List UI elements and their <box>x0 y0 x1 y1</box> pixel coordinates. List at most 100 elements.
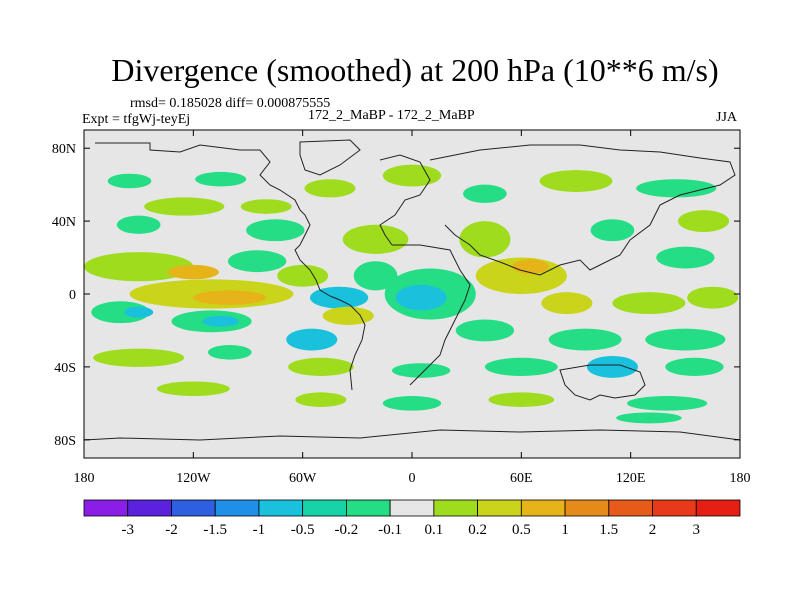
x-tick-label-6: 180 <box>730 471 751 486</box>
contour-region-30 <box>612 292 686 315</box>
contour-region-31 <box>687 286 739 309</box>
contour-region-28 <box>512 259 549 274</box>
colorbar-label-11: 1.5 <box>599 522 618 538</box>
contour-region-41 <box>207 345 252 360</box>
colorbar: -3 -2 -1.5 -1 -0.5 -0.2 -0.1 0.1 0.2 0.5 1 1.5 2 3 <box>83 499 741 538</box>
colorbar-swatch-9 <box>477 499 522 517</box>
contour-region-51 <box>627 396 708 411</box>
colorbar-swatch-14 <box>695 499 741 517</box>
contour-region-5 <box>382 164 442 187</box>
contour-region-12 <box>342 224 409 254</box>
axes: 180 120W 60W 0 60E 120E 180 80N 40N 0 40S 80S <box>52 130 751 486</box>
contour-region-44 <box>484 357 558 376</box>
contour-region-2 <box>144 197 225 216</box>
colorbar-label-4: -0.5 <box>291 522 315 538</box>
x-tick-label-4: 60E <box>510 471 533 486</box>
contour-region-8 <box>636 179 717 198</box>
contour-region-43 <box>391 363 451 378</box>
contour-region-38 <box>548 328 622 351</box>
colorbar-label-6: -0.1 <box>378 522 402 538</box>
contour-region-11 <box>246 219 305 242</box>
contour-region-1 <box>195 171 247 187</box>
chart-title: Divergence (smoothed) at 200 hPa (10**6 … <box>111 52 719 88</box>
contour-region-26 <box>395 284 447 311</box>
coastline-europe <box>379 154 431 246</box>
field-contours <box>84 164 739 424</box>
contour-region-7 <box>539 170 613 192</box>
coastline-africa <box>392 244 471 386</box>
colorbar-swatch-2 <box>171 499 216 517</box>
contour-region-6 <box>463 184 507 203</box>
season-label: JJA <box>716 110 738 125</box>
contour-region-18 <box>227 250 287 273</box>
coastline-australia <box>559 364 646 401</box>
contour-region-45 <box>586 355 638 378</box>
contour-region-47 <box>156 381 230 397</box>
colorbar-label-8: 0.2 <box>468 522 487 538</box>
contour-region-32 <box>91 301 150 324</box>
contour-region-4 <box>304 179 356 198</box>
y-tick-label-0: 80N <box>52 142 76 157</box>
colorbar-swatch-3 <box>214 499 260 517</box>
contour-region-24 <box>322 306 374 325</box>
contour-region-50 <box>488 392 555 407</box>
x-tick-label-1: 120W <box>176 471 211 486</box>
coastline-antarctica <box>84 429 740 441</box>
contour-region-15 <box>656 246 715 269</box>
contour-region-46 <box>665 357 724 376</box>
colorbar-swatch-11 <box>564 499 610 517</box>
y-tick-label-2: 0 <box>69 288 76 303</box>
coastline-south-america <box>329 295 366 391</box>
x-tick-label-3: 0 <box>409 471 416 486</box>
contour-region-10 <box>116 215 161 234</box>
contour-region-17 <box>167 264 219 280</box>
y-tick-label-4: 80S <box>54 434 76 449</box>
contour-region-49 <box>382 396 442 411</box>
colorbar-swatch-5 <box>302 499 347 517</box>
contour-region-3 <box>240 199 292 214</box>
contour-region-48 <box>295 392 347 407</box>
contour-region-33 <box>124 306 154 318</box>
colorbar-label-2: -1.5 <box>203 522 227 538</box>
contour-region-37 <box>455 319 515 342</box>
contour-region-14 <box>590 219 635 242</box>
contour-region-35 <box>202 315 239 327</box>
colorbar-swatch-8 <box>433 499 479 517</box>
colorbar-label-1: -2 <box>165 522 178 538</box>
colorbar-label-10: 1 <box>561 522 569 538</box>
colorbar-label-5: -0.2 <box>335 522 359 538</box>
rmsd-label: rmsd= 0.185028 diff= 0.000875555 <box>130 96 331 111</box>
colorbar-swatch-12 <box>608 499 653 517</box>
contour-region-23 <box>353 261 398 291</box>
colorbar-label-13: 3 <box>693 522 701 538</box>
colorbar-label-0: -3 <box>121 522 134 538</box>
coastline-greenland <box>299 139 361 176</box>
contour-region-52 <box>616 412 682 424</box>
contour-region-36 <box>286 328 338 351</box>
colorbar-swatch-13 <box>652 499 697 517</box>
colorbar-label-12: 2 <box>649 522 657 538</box>
coastline-north-america <box>95 142 331 297</box>
contour-region-22 <box>309 286 369 309</box>
contour-region-19 <box>277 264 329 287</box>
contour-region-42 <box>288 357 354 376</box>
x-tick-label-2: 60W <box>289 471 317 486</box>
contour-region-40 <box>93 348 185 367</box>
colorbar-swatch-7 <box>389 499 435 517</box>
experiment-label: Expt = tfgWj-teyEj <box>82 112 191 127</box>
contour-region-39 <box>645 328 726 351</box>
contour-region-13 <box>459 221 511 258</box>
contour-region-0 <box>107 173 152 189</box>
y-tick-label-1: 40N <box>52 215 76 230</box>
x-tick-label-5: 120E <box>616 471 646 486</box>
x-tick-label-0: 180 <box>74 471 95 486</box>
coastlines <box>84 139 740 441</box>
colorbar-swatch-10 <box>520 499 566 517</box>
contour-region-21 <box>193 290 267 305</box>
contour-region-16 <box>84 252 194 282</box>
contour-region-9 <box>678 210 730 233</box>
colorbar-label-3: -1 <box>253 522 266 538</box>
colorbar-swatch-4 <box>258 499 304 517</box>
colorbar-label-9: 0.5 <box>512 522 531 538</box>
